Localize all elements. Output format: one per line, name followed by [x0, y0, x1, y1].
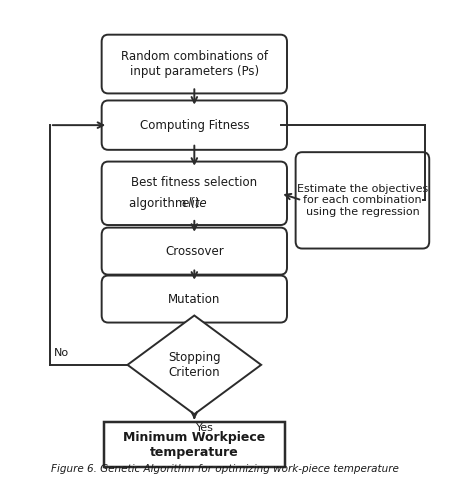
Text: Estimate the objectives
for each combination
using the regression: Estimate the objectives for each combina…	[297, 184, 428, 217]
Text: Crossover: Crossover	[165, 244, 224, 258]
Text: No: No	[54, 348, 69, 358]
Text: Computing Fitness: Computing Fitness	[140, 118, 249, 132]
Text: Best fitness selection: Best fitness selection	[131, 176, 257, 190]
Text: ): )	[194, 197, 199, 210]
Text: Mutation: Mutation	[168, 292, 220, 306]
FancyBboxPatch shape	[101, 162, 287, 225]
Text: algorithm (: algorithm (	[128, 197, 194, 210]
Text: Figure 6. Genetic Algorithm for optimizing work-piece temperature: Figure 6. Genetic Algorithm for optimizi…	[51, 464, 398, 474]
FancyBboxPatch shape	[101, 100, 287, 150]
Polygon shape	[128, 316, 261, 414]
Text: Random combinations of
input parameters (Ps): Random combinations of input parameters …	[121, 50, 268, 78]
FancyBboxPatch shape	[101, 34, 287, 94]
FancyBboxPatch shape	[101, 228, 287, 274]
Text: Yes: Yes	[196, 422, 214, 432]
Text: Stopping
Criterion: Stopping Criterion	[168, 351, 220, 379]
Text: Minimum Workpiece
temperature: Minimum Workpiece temperature	[123, 430, 265, 459]
FancyBboxPatch shape	[104, 422, 285, 467]
FancyBboxPatch shape	[101, 276, 287, 322]
Text: elite: elite	[181, 197, 207, 210]
FancyBboxPatch shape	[295, 152, 429, 248]
